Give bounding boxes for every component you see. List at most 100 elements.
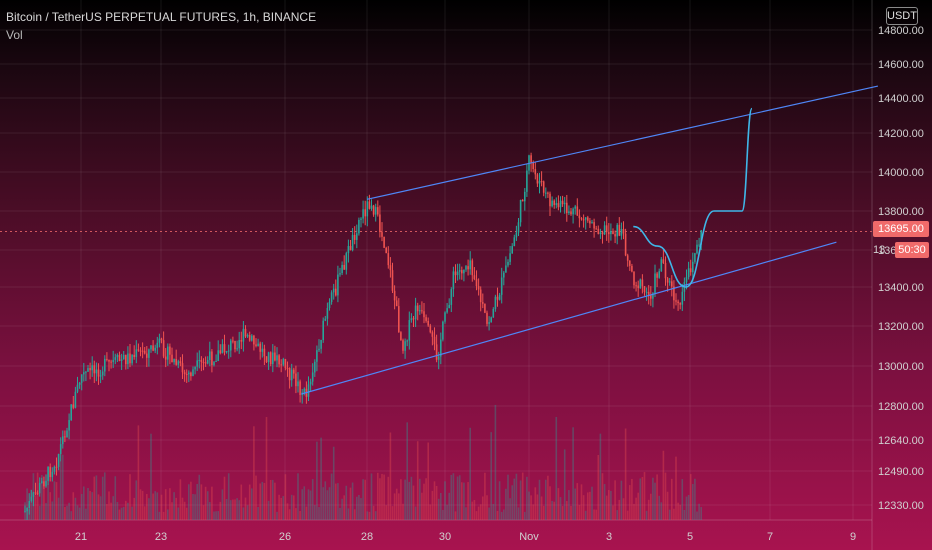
volume-bar	[104, 472, 106, 520]
candle-body	[433, 336, 436, 345]
volume-indicator-label[interactable]: Vol	[6, 28, 23, 42]
volume-bar	[236, 498, 238, 520]
candle-body	[101, 371, 104, 376]
price-tag-underlay: 13	[873, 244, 886, 256]
volume-bar	[530, 495, 532, 520]
volume-bar	[158, 511, 161, 520]
volume-bar	[437, 498, 440, 520]
volume-bar	[452, 473, 455, 520]
volume-bar	[326, 490, 329, 520]
volume-bar	[700, 507, 702, 520]
volume-bar	[568, 490, 570, 520]
candle-body	[694, 253, 696, 262]
projection-path	[633, 107, 753, 288]
volume-bar	[263, 482, 266, 520]
candle-body	[349, 246, 352, 251]
volume-bar	[498, 481, 501, 520]
candle-body	[146, 353, 148, 358]
candle-body	[444, 312, 446, 322]
candle-body	[225, 351, 228, 353]
volume-bar	[608, 490, 610, 520]
candle-body	[284, 358, 287, 369]
volume-bar	[555, 416, 558, 520]
candle-body	[70, 404, 72, 421]
price-tick-label: 14200.00	[878, 128, 924, 140]
candle-body	[538, 181, 541, 184]
candle-body	[534, 169, 537, 175]
volume-bar	[185, 507, 188, 520]
candle-body	[129, 353, 131, 364]
volume-bar	[53, 481, 56, 520]
price-tick-label: 12490.00	[878, 466, 924, 478]
candle-body	[671, 281, 673, 287]
candle-body	[295, 373, 297, 387]
candle-body	[576, 206, 579, 216]
volume-bar	[68, 502, 70, 520]
candle-body	[639, 279, 642, 289]
candle-body	[641, 279, 644, 287]
price-tick-label: 14800.00	[878, 25, 924, 37]
volume-bar	[574, 488, 576, 520]
time-axis[interactable]: 21 23 26 28 30 Nov 3 5 7 9	[75, 531, 856, 543]
volume-bar	[444, 481, 446, 520]
volume-bar	[488, 507, 490, 520]
candle-body	[517, 222, 520, 233]
candle-body	[272, 352, 274, 365]
price-axis[interactable]: 14800.00 14600.00 14400.00 14200.00 14000.00…	[878, 25, 924, 512]
candle-body	[557, 203, 560, 208]
candle-body	[106, 358, 108, 360]
candle-body	[206, 360, 209, 364]
volume-bar	[230, 500, 232, 520]
candle-body	[227, 350, 230, 352]
candle-body	[286, 368, 289, 370]
candle-body	[685, 277, 688, 283]
volume-bar	[154, 491, 156, 520]
candle-body	[341, 264, 343, 274]
candle-body	[156, 342, 159, 348]
volume-bar	[26, 488, 28, 520]
candle-body	[442, 321, 444, 340]
volume-bar	[519, 480, 522, 520]
candle-body	[601, 232, 604, 235]
volume-bar	[624, 428, 627, 520]
volume-bar	[639, 478, 642, 520]
volume-bar	[471, 501, 474, 520]
volume-bar	[345, 485, 348, 520]
volume-bar	[177, 507, 180, 520]
volume-bar	[534, 487, 537, 520]
volume-bar	[660, 502, 663, 520]
candle-body	[566, 202, 568, 214]
candle-body	[143, 350, 146, 354]
price-tick-label: 14000.00	[878, 167, 924, 179]
candle-body	[381, 232, 383, 237]
volume-bar	[507, 474, 509, 520]
candle-body	[246, 335, 249, 337]
currency-badge[interactable]: USDT	[886, 7, 918, 25]
candle-body	[591, 222, 593, 224]
candle-body	[370, 205, 373, 209]
volume-bar	[127, 502, 129, 520]
volume-bar	[248, 484, 251, 520]
volume-bar	[120, 507, 123, 520]
volume-bar	[391, 506, 394, 520]
volume-bar	[456, 476, 459, 520]
volume-bar	[305, 506, 308, 520]
candle-body	[118, 354, 121, 361]
candle-body	[379, 214, 381, 233]
time-tick-label: 3	[606, 531, 612, 543]
symbol-title[interactable]: Bitcoin / TetherUS PERPETUAL FUTURES, 1h…	[6, 10, 317, 24]
candle-body	[316, 350, 318, 362]
volume-bar	[238, 500, 240, 520]
volume-bar	[72, 492, 75, 520]
candle-body	[395, 300, 398, 307]
volume-bar	[557, 488, 560, 520]
volume-bar	[666, 491, 669, 520]
drawings[interactable]	[301, 85, 879, 395]
candle-body	[521, 199, 524, 202]
candle-body	[335, 288, 337, 296]
volume-bar	[442, 509, 444, 520]
volume-bar	[89, 490, 91, 520]
volume-bar	[318, 507, 320, 520]
